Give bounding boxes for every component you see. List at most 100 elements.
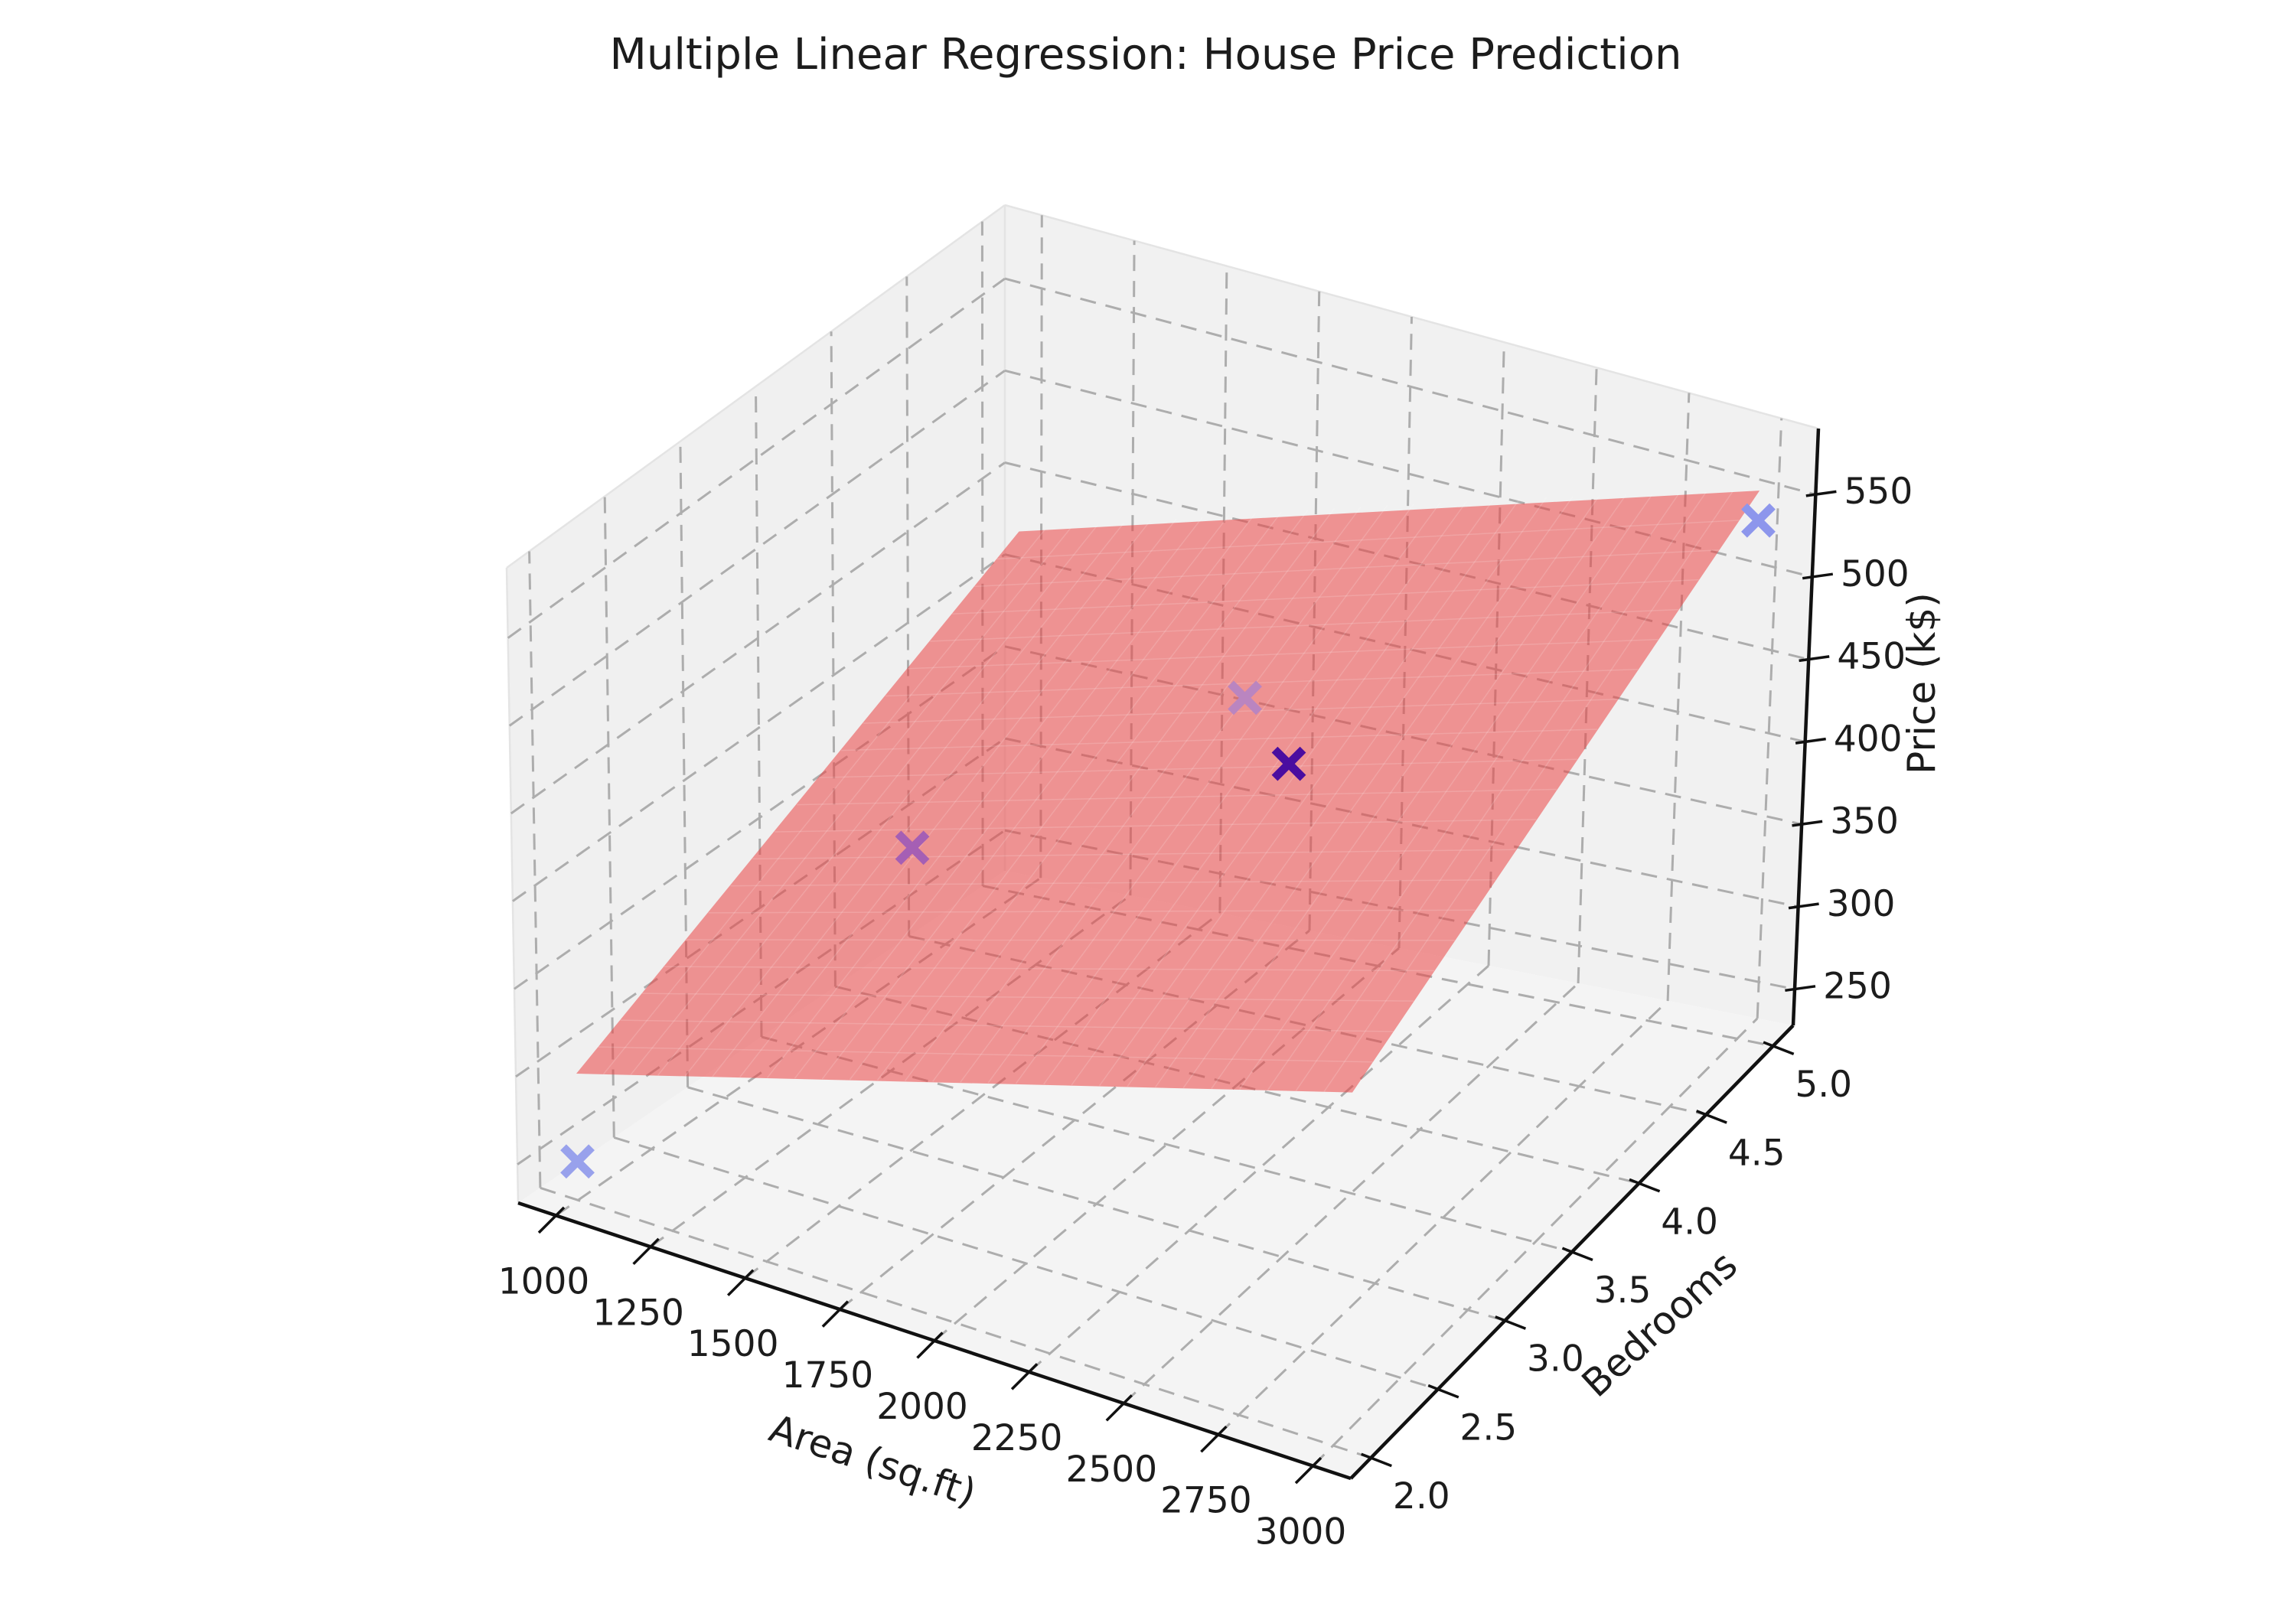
plane-mesh-line [797,788,1557,806]
plane-mesh-line [952,579,1699,615]
plane-mesh-line [930,608,1679,642]
y-axis-label: Bedrooms [1574,1243,1746,1406]
plane-mesh-line [1015,502,1441,1084]
y-tick [1629,1178,1661,1193]
plane-mesh-line [841,729,1598,751]
plane-mesh-line [904,508,1335,1081]
plane-mesh-line [960,505,1388,1083]
plane-mesh-line [1099,498,1521,1087]
x-tick-label: 2750 [1160,1480,1252,1522]
x-tick [916,1332,944,1359]
plane-mesh-line [775,819,1537,833]
grid-rightwall-x [1756,418,1783,1019]
plane-mesh-line [1211,494,1627,1089]
tick-labels: 1000125015001750200022502500275030002.02… [498,471,1913,1553]
plane-mesh-line [598,1046,1373,1063]
x-tick [632,1237,660,1266]
y-tick [1427,1384,1459,1399]
y-tick-label: 4.5 [1728,1133,1786,1175]
plane-mesh-line [908,638,1658,670]
plane-mesh-line [1323,491,1733,1093]
x-tick-label: 2000 [876,1386,968,1428]
regression-plane-surface [576,491,1760,1093]
grid-rightwall-z [1004,277,1816,496]
grid-leftwall-z [508,370,1006,727]
z-axis-spine [1791,428,1821,1026]
grid-floor-x [1312,1017,1759,1467]
plane-mesh-line [1182,495,1600,1089]
plane-mesh-line [620,1019,1394,1032]
y-tick [1695,1110,1727,1124]
plane-mesh-line [630,526,1072,1075]
z-tick-label: 400 [1834,718,1903,760]
z-tick-label: 450 [1837,636,1906,678]
x-tick [1294,1456,1322,1485]
plane-mesh-line [885,668,1639,697]
grid-floor-y [613,1136,1439,1390]
plane-mesh-line [730,878,1496,887]
chart-title: Multiple Linear Regression: House Price … [610,30,1682,80]
y-tick-label: 5.0 [1795,1064,1852,1106]
plane-mesh-line [996,520,1740,560]
grid-rightwall-x [1666,393,1691,1001]
grid-leftwall-z [510,461,1006,815]
plane-mesh-line [602,529,1046,1075]
grid-leftwall-y [528,551,542,1188]
z-tick-label: 350 [1830,800,1899,843]
x-tick-label: 1500 [687,1323,779,1365]
x-tick [1105,1394,1133,1422]
x-tick [537,1206,566,1234]
plane-mesh-line [712,520,1151,1077]
x-tick-label: 2500 [1065,1449,1157,1491]
plane-mesh-line [1127,497,1547,1087]
plane-mesh-line [657,524,1098,1076]
grid-leftwall-z [512,553,1006,902]
z-axis-label: Price (k$) [1900,592,1944,774]
plane-mesh-line [664,966,1435,972]
x-tick [1200,1425,1228,1453]
plane-mesh-line [1071,500,1494,1086]
x-tick-label: 3000 [1255,1511,1347,1553]
y-tick-label: 4.0 [1661,1201,1718,1243]
plane-mesh-line [1239,493,1654,1090]
x-tick [821,1300,850,1328]
data-point-marker [560,1144,595,1179]
z-tick [1799,655,1830,663]
pane-edge [505,567,520,1204]
y-tick-label: 3.0 [1527,1338,1584,1380]
plane-mesh-line [752,849,1516,860]
data-point-marker [1741,503,1776,538]
plane-mesh-line [739,518,1177,1077]
z-tick-label: 300 [1827,883,1896,925]
plane-mesh-line [1267,492,1680,1090]
data-point-marker [1271,746,1306,781]
plane-mesh-line [794,514,1230,1079]
z-tick-label: 500 [1841,553,1910,595]
plane-mesh-line [974,549,1720,588]
plane-mesh-line [849,511,1283,1081]
grid-rightwall-z [1004,461,1809,661]
plane-mesh-line [821,513,1256,1080]
z-tick [1805,490,1837,497]
plane-mesh-line [876,510,1309,1081]
z-tick-label: 550 [1844,471,1913,513]
plane-mesh-line [708,909,1476,914]
pane-edge [1004,204,1819,430]
plane-mesh-line [642,993,1414,1002]
y-tick [1561,1247,1593,1262]
grid-rightwall-z [1004,369,1813,579]
z-tick [1785,985,1816,993]
plane-mesh-line [987,504,1414,1084]
x-tick-label: 1250 [592,1292,684,1334]
x-tick [726,1269,755,1296]
y-tick [1763,1041,1795,1056]
plane-mesh-line [1295,491,1707,1091]
y-tick-label: 2.0 [1393,1475,1450,1517]
plane-mesh-line [767,517,1203,1078]
plane-mesh-line [932,507,1362,1082]
y-tick [1495,1315,1527,1330]
data-point-marker [1228,680,1262,715]
x-tick [1010,1363,1039,1390]
x-tick-label: 2250 [971,1417,1063,1459]
